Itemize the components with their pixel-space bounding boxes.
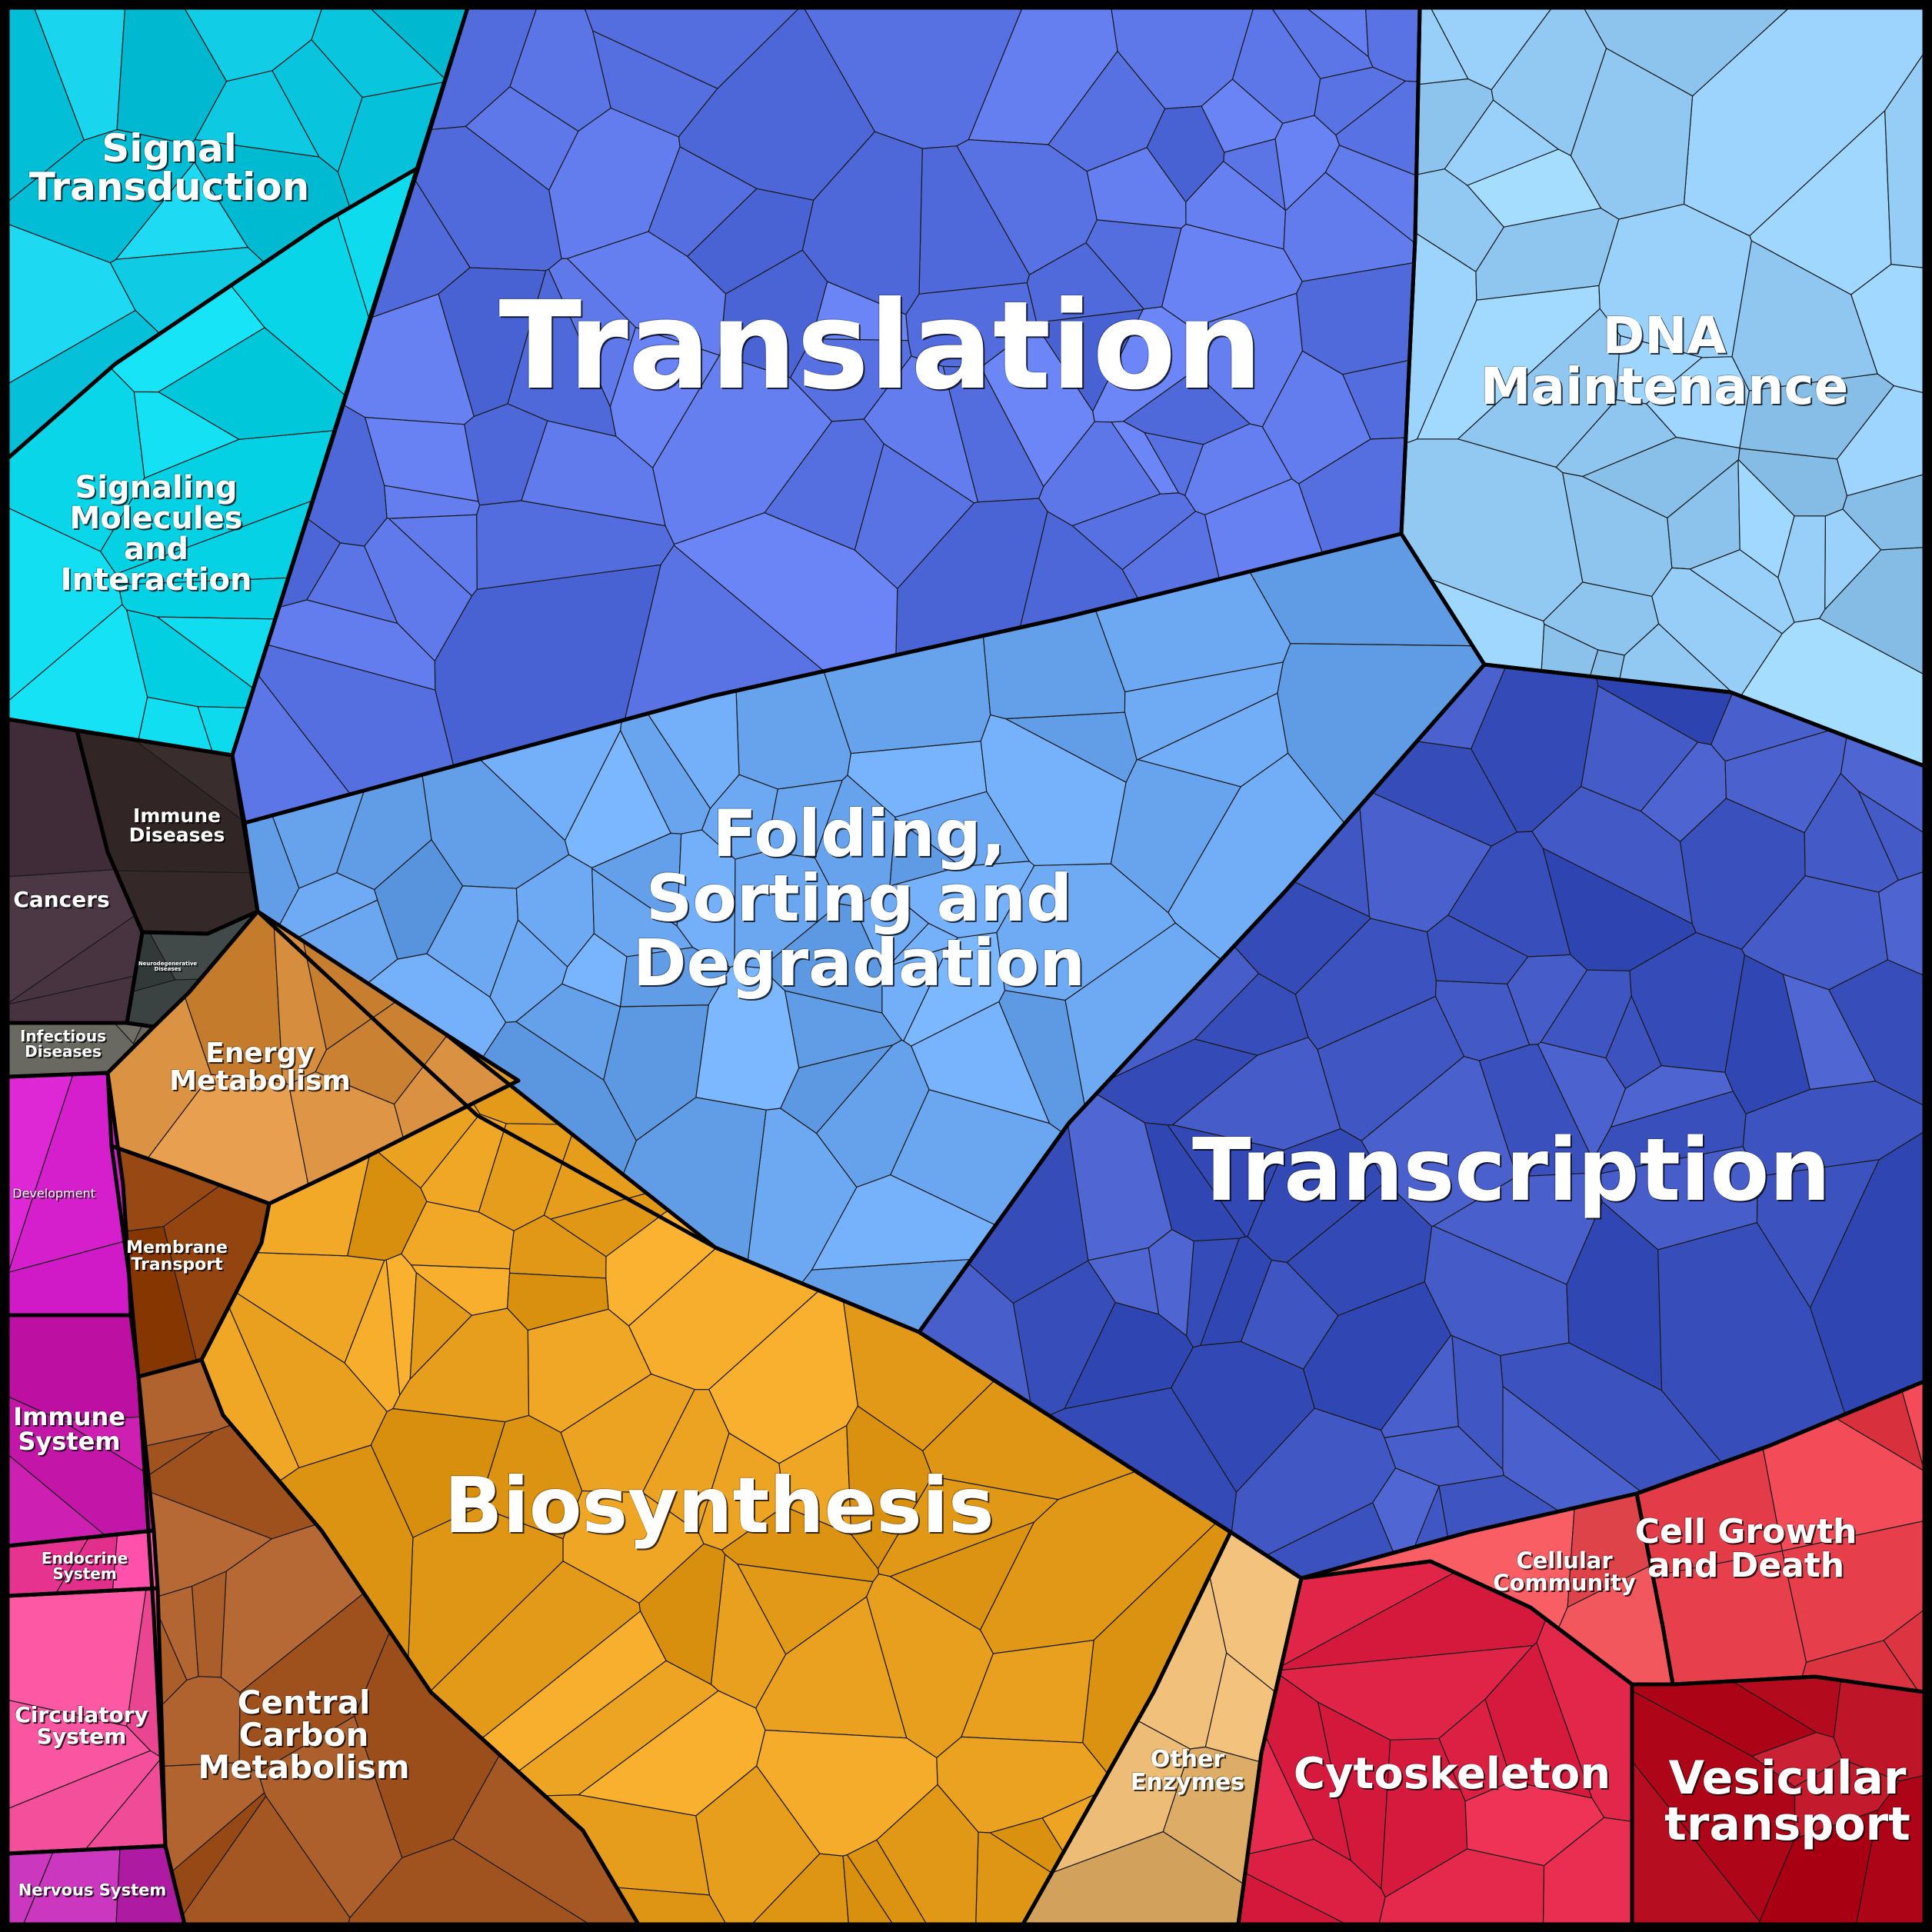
region-nervous [7,1845,185,1925]
sub-cell [1136,692,1289,788]
sub-cell [118,577,289,620]
sub-cell [1598,203,1752,358]
region-borders [5,5,1927,1927]
sub-cell [686,188,814,295]
sub-cell [409,1271,473,1381]
sub-cell [508,1214,607,1279]
region-endocrine [7,1530,158,1597]
sub-cell [1581,685,1699,812]
sub-cell [1464,1780,1605,1867]
sub-cell [521,420,666,527]
sub-cell [1247,1128,1387,1264]
sub-cell [996,863,1177,1001]
region-circulatory [7,1587,166,1854]
region-signal [7,7,468,460]
sub-cell [1244,1838,1386,1925]
sub-cell [1161,223,1303,328]
sub-cell [936,1736,1108,1834]
sub-cell [1186,1237,1241,1348]
sub-cell [1651,567,1784,697]
region-transcription [918,664,1925,1579]
sub-cell [1581,436,1740,519]
sub-cell [515,854,595,968]
sub-cell [641,1388,730,1533]
sub-cell [1782,973,1877,1091]
sub-cell [515,983,621,1081]
region-development [7,1072,132,1316]
region-other-enzymes [1021,1531,1302,1925]
sub-cell [887,922,959,968]
sub-cell [306,404,388,547]
sub-cell [1026,242,1145,324]
sub-cell [756,1729,938,1857]
sub-cell [1122,370,1251,445]
region-cellular-community [1301,1493,1674,1685]
region-immune-system [7,1314,155,1547]
sub-cell [401,1201,515,1270]
sub-cell [695,964,800,1111]
sub-cell [7,1314,143,1421]
region-biosynthesis [201,1034,1231,1925]
sub-cell [1426,914,1529,984]
sub-cell [1171,1341,1315,1494]
region-signaling [7,166,420,756]
sub-cell [1432,1172,1604,1285]
sub-cell [905,281,1038,368]
sub-cell [566,231,727,356]
region-cancers [7,718,143,1024]
sub-cell [721,1505,880,1583]
region-border-immune-system [5,1313,156,1548]
sub-cell [438,267,547,418]
region-central-carbon [138,1359,640,1925]
sub-cell [1679,798,1806,950]
sub-cell [784,990,903,1069]
sub-cell [1085,219,1182,310]
sub-cell [1201,78,1284,153]
region-dna [1401,7,1925,767]
region-border-nervous [5,1844,187,1927]
sub-cell [191,1570,227,1678]
sub-cell [388,514,478,597]
region-neuro [126,911,258,1028]
region-translation [232,7,1421,824]
sub-cell [1737,448,1848,517]
sub-cell [814,774,896,907]
region-immune-diseases [76,730,258,934]
sub-cell [1570,48,1694,220]
sub-cell [1444,99,1560,186]
region-border-vesicular [1630,1674,1927,1927]
sub-cell [157,327,347,440]
sub-cell [145,1489,273,1599]
region-membrane [111,1145,270,1377]
sub-cell [506,1272,609,1331]
region-cytoskeleton [1237,1561,1633,1925]
sub-cell [1048,50,1166,172]
region-vesicular [1631,1676,1925,1925]
sub-cell [676,829,736,968]
